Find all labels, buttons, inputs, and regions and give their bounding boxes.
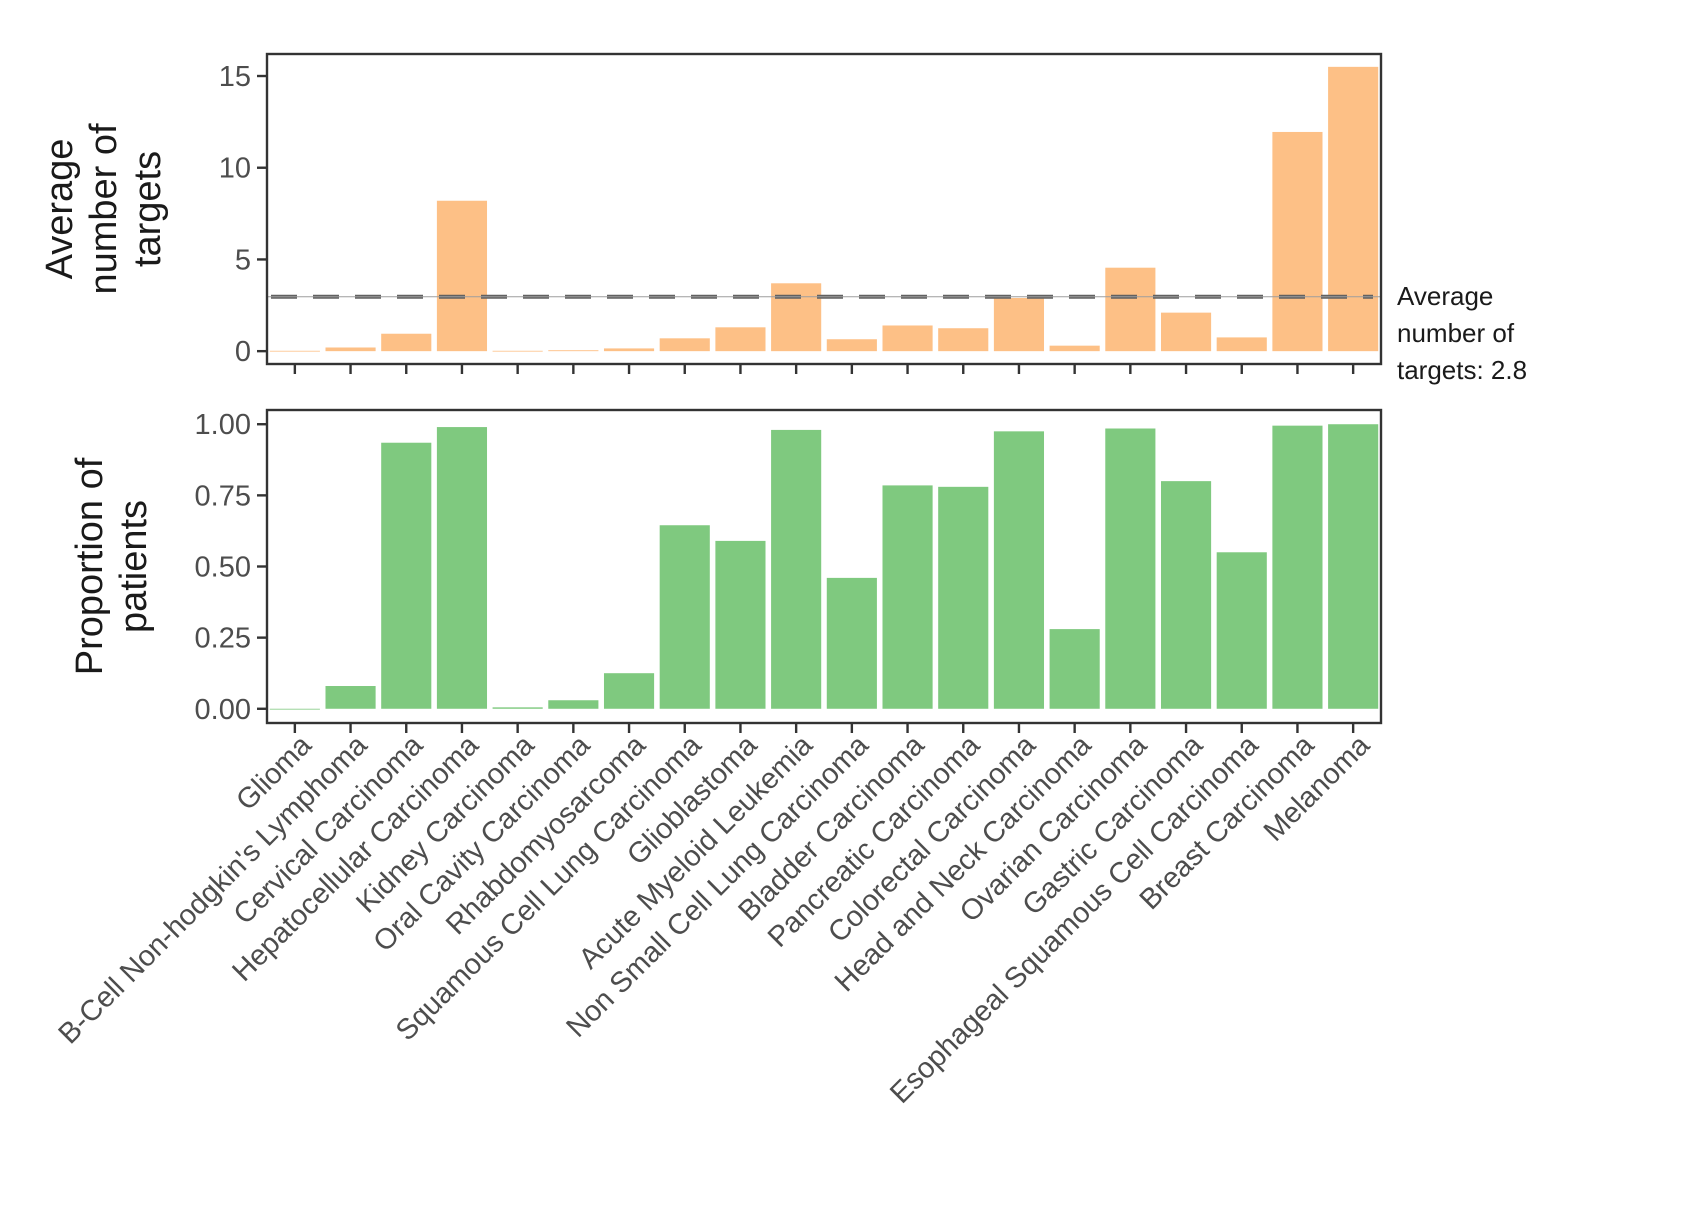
top-ytick-label: 5 — [235, 244, 251, 276]
top-bar-oral-cavity-carcinoma — [548, 350, 599, 352]
top-y-axis-title: Averagenumber oftargets — [39, 123, 169, 295]
bot-bar-cervical-carcinoma — [381, 442, 432, 709]
bottom-y-axis-title: Proportion ofpatients — [69, 457, 155, 675]
bot-bar-b-cell-non-hodgkin-s-lymphoma — [325, 686, 376, 709]
bot-bar-acute-myeloid-leukemia — [771, 429, 822, 709]
average-annotation-line: targets: 2.8 — [1397, 355, 1527, 385]
top-ylabel-line: targets — [127, 151, 169, 267]
bot-bar-bladder-carcinoma — [882, 485, 933, 709]
top-bar-hepatocellular-carcinoma — [436, 200, 488, 352]
top-ytick-label: 15 — [219, 61, 251, 93]
top-bar-squamous-cell-lung-carcinoma — [659, 338, 710, 352]
top-ytick-label: 0 — [235, 336, 251, 368]
bot-bar-squamous-cell-lung-carcinoma — [659, 525, 710, 709]
average-annotation-line: number of — [1397, 318, 1515, 348]
bot-bar-colorectal-carcinoma — [993, 431, 1045, 709]
top-bar-bladder-carcinoma — [882, 325, 933, 352]
bot-bar-kidney-carcinoma — [492, 707, 543, 709]
bot-ylabel-line: patients — [113, 500, 155, 633]
top-bar-cervical-carcinoma — [381, 333, 432, 352]
top-ylabel-line: Average — [39, 139, 81, 280]
bot-bar-glioblastoma — [715, 540, 766, 709]
average-annotation: Average number of targets: 2.8 — [1397, 281, 1527, 385]
top-bar-rhabdomyosarcoma — [603, 348, 655, 352]
panel-proportion-patients: 0.00 0.25 0.50 0.75 1.00 Proportion ofpatien… — [69, 408, 1383, 733]
bot-bar-esophageal-squamous-cell-carcinoma — [1216, 552, 1267, 709]
top-panel-border — [265, 52, 1383, 366]
top-bar-b-cell-non-hodgkin-s-lymphoma — [325, 347, 376, 352]
bot-bar-non-small-cell-lung-carcinoma — [826, 577, 877, 709]
top-bar-non-small-cell-lung-carcinoma — [826, 339, 877, 352]
top-bar-melanoma — [1328, 66, 1379, 352]
bot-bar-pancreatic-carcinoma — [938, 486, 989, 709]
bot-ytick-label: 0.75 — [195, 480, 251, 512]
top-ytick-label: 10 — [219, 153, 251, 185]
bot-ytick-label: 0.00 — [195, 694, 251, 726]
top-bar-ovarian-carcinoma — [1105, 267, 1156, 352]
top-bar-kidney-carcinoma — [492, 350, 543, 352]
bot-ytick-label: 0.25 — [195, 623, 251, 655]
bot-bar-hepatocellular-carcinoma — [436, 427, 488, 709]
top-bar-acute-myeloid-leukemia — [771, 283, 822, 352]
bot-bar-melanoma — [1328, 424, 1379, 709]
top-ylabel-line: number of — [83, 123, 125, 295]
bot-ytick-label: 0.50 — [195, 552, 251, 584]
top-bar-glioma — [269, 350, 320, 352]
bot-ylabel-line: Proportion of — [69, 457, 111, 675]
bot-bar-ovarian-carcinoma — [1105, 428, 1156, 709]
bot-bar-oral-cavity-carcinoma — [548, 700, 599, 709]
bot-ytick-label: 1.00 — [195, 409, 251, 441]
bot-bar-glioma — [269, 708, 320, 710]
top-bar-head-and-neck-carcinoma — [1049, 345, 1100, 352]
top-bar-colorectal-carcinoma — [993, 297, 1045, 352]
bot-bar-breast-carcinoma — [1272, 425, 1323, 709]
top-bar-breast-carcinoma — [1272, 131, 1323, 352]
bot-bar-rhabdomyosarcoma — [603, 673, 655, 709]
bot-bar-head-and-neck-carcinoma — [1049, 629, 1100, 709]
top-bar-glioblastoma — [715, 327, 766, 352]
top-bar-esophageal-squamous-cell-carcinoma — [1216, 337, 1267, 352]
top-bar-gastric-carcinoma — [1160, 312, 1212, 352]
top-bar-pancreatic-carcinoma — [938, 328, 989, 352]
bot-bar-gastric-carcinoma — [1160, 481, 1212, 709]
average-annotation-line: Average — [1397, 281, 1493, 311]
